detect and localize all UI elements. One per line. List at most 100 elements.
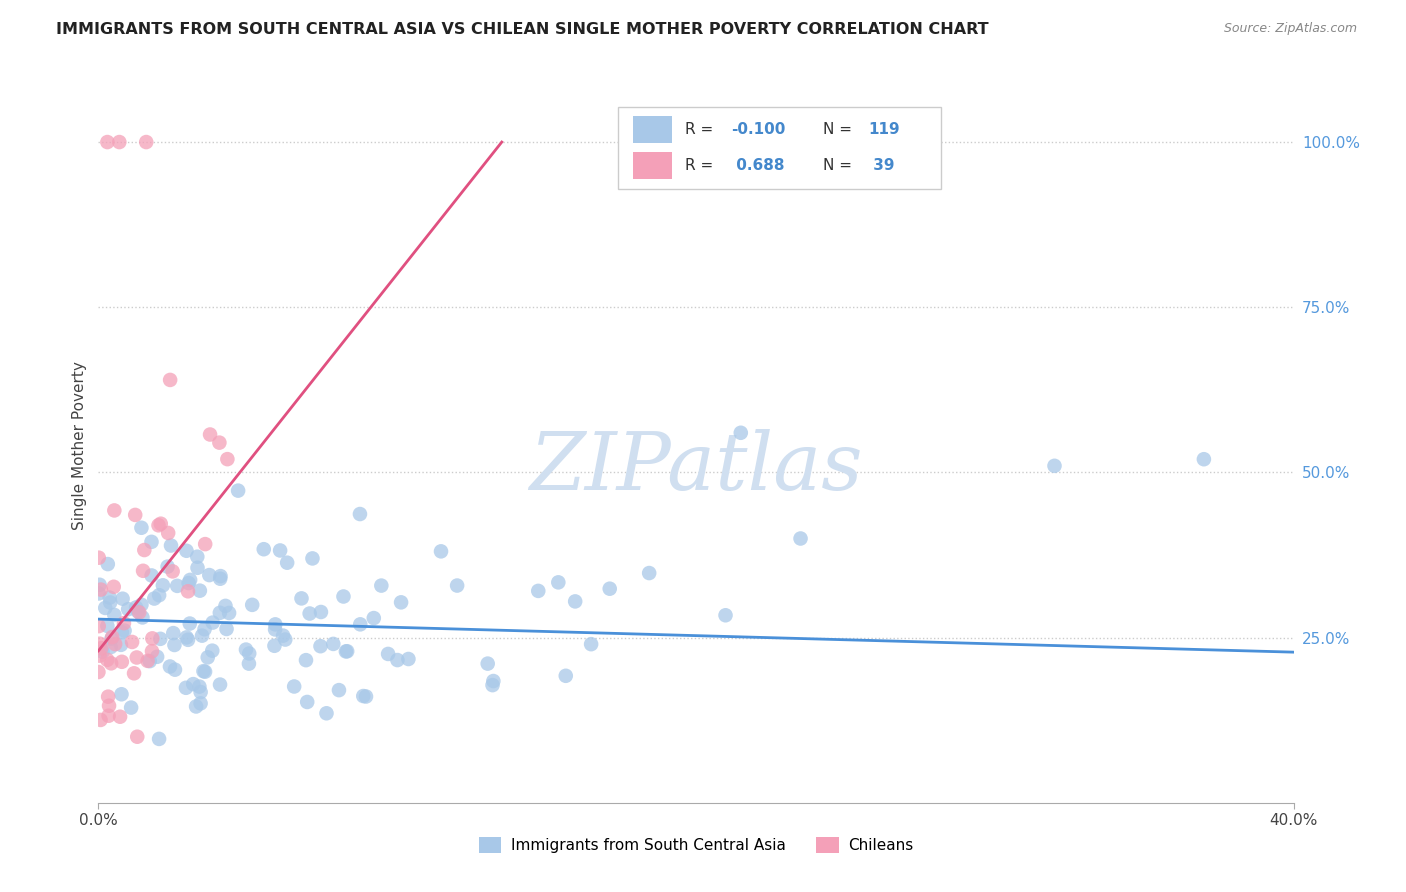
Point — [352, 689, 374, 703]
Point — [163, 638, 186, 652]
Point — [149, 516, 172, 531]
Point — [117, 602, 139, 616]
Y-axis label: Single Mother Poverty: Single Mother Poverty — [72, 361, 87, 531]
Point — [121, 635, 143, 649]
Point — [269, 543, 291, 558]
Point — [89, 648, 111, 663]
Point — [141, 632, 163, 646]
Point — [131, 598, 153, 612]
Point — [100, 640, 122, 654]
Point — [141, 568, 163, 582]
Point — [301, 551, 323, 566]
Point — [134, 543, 156, 558]
Point — [201, 643, 224, 657]
Point — [354, 690, 377, 704]
Point — [112, 616, 135, 631]
Point — [141, 644, 163, 658]
Point — [166, 579, 188, 593]
Point — [298, 607, 321, 621]
Point — [335, 644, 357, 658]
Point — [101, 630, 124, 644]
Point — [114, 624, 136, 638]
Point — [264, 623, 287, 637]
Point — [214, 599, 236, 613]
Point — [482, 673, 505, 688]
Point — [240, 598, 263, 612]
FancyBboxPatch shape — [619, 107, 941, 189]
Point — [125, 650, 148, 665]
Point — [97, 708, 120, 723]
Point — [389, 595, 412, 609]
Text: 0.688: 0.688 — [731, 158, 785, 173]
Point — [209, 569, 232, 583]
Point — [349, 617, 371, 632]
Point — [215, 622, 238, 636]
Text: 119: 119 — [868, 122, 900, 137]
Point — [188, 583, 211, 598]
Point — [208, 677, 231, 691]
Point — [218, 606, 240, 620]
Point — [554, 669, 576, 683]
Text: -0.100: -0.100 — [731, 122, 785, 137]
Point — [190, 685, 212, 699]
Point — [191, 629, 214, 643]
Point — [295, 653, 318, 667]
Point — [177, 632, 200, 647]
Point — [599, 582, 621, 596]
Point — [125, 600, 148, 615]
Point — [730, 425, 752, 440]
Point — [186, 561, 208, 575]
Point — [152, 578, 174, 592]
Point — [564, 594, 586, 608]
Point — [146, 649, 169, 664]
Point — [579, 637, 602, 651]
Point — [176, 631, 198, 645]
Point — [139, 654, 162, 668]
Point — [89, 637, 111, 651]
Point — [197, 650, 219, 665]
Point — [159, 659, 181, 673]
Point — [176, 543, 198, 558]
Point — [290, 591, 312, 606]
Point — [100, 632, 122, 646]
Point — [263, 639, 285, 653]
Point — [110, 638, 132, 652]
Point — [186, 549, 208, 564]
Text: R =: R = — [685, 158, 718, 173]
Point — [446, 578, 468, 592]
Point — [322, 637, 344, 651]
Point — [481, 678, 503, 692]
Point — [90, 713, 112, 727]
Point — [174, 681, 197, 695]
Point — [217, 452, 239, 467]
Point — [122, 666, 145, 681]
Point — [98, 595, 121, 609]
Point — [159, 373, 181, 387]
Point — [96, 135, 118, 149]
Point — [547, 575, 569, 590]
FancyBboxPatch shape — [633, 152, 672, 179]
Point — [96, 619, 118, 633]
Text: Source: ZipAtlas.com: Source: ZipAtlas.com — [1223, 22, 1357, 36]
Point — [253, 542, 276, 557]
Point — [111, 625, 134, 640]
Point — [295, 695, 318, 709]
Point — [184, 699, 207, 714]
Point — [98, 591, 121, 605]
Point — [148, 731, 170, 746]
Point — [97, 557, 120, 571]
Point — [349, 507, 371, 521]
Point — [94, 601, 117, 615]
Text: N =: N = — [823, 158, 856, 173]
Point — [396, 652, 419, 666]
Point — [160, 539, 183, 553]
Point — [332, 590, 354, 604]
Point — [387, 653, 409, 667]
Point — [198, 568, 221, 582]
Point — [188, 680, 211, 694]
Point — [328, 683, 350, 698]
Point — [238, 647, 260, 661]
Point — [201, 615, 224, 630]
Point — [162, 565, 184, 579]
Point — [149, 632, 172, 646]
